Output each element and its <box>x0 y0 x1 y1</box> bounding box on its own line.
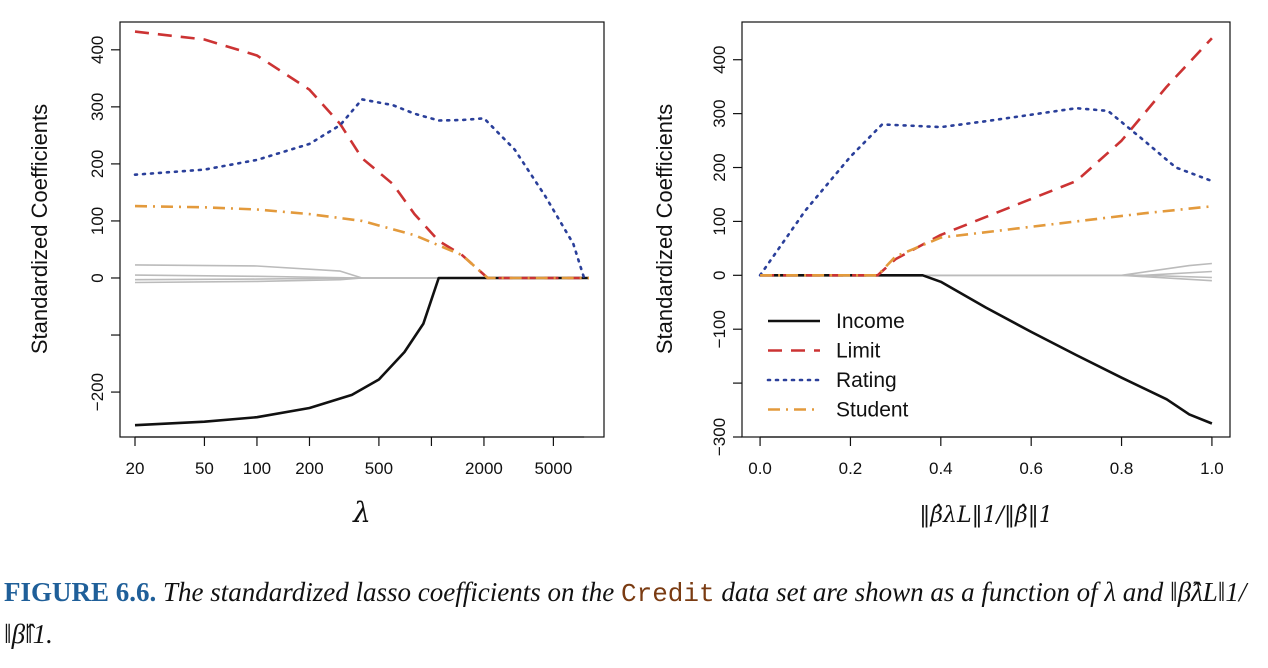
caption-text-start: The standardized lasso coefficients on t… <box>163 577 615 607</box>
right-y-tick-label: −300 <box>710 418 729 456</box>
legend: Income Limit Rating Student <box>766 310 909 422</box>
legend-label-limit: Limit <box>836 340 881 363</box>
left-plot-frame <box>119 21 605 438</box>
left-y-tick-label: 100 <box>88 207 107 235</box>
left-x-tick-label: 20 <box>126 459 145 478</box>
left-x-tick-label: 5000 <box>534 459 572 478</box>
caption-text-end: data set are shown as a function of λ an… <box>4 577 1247 649</box>
figure-canvas: 20 50 100 200 500 2000 5000 −2000100200300400 … <box>27 21 1231 529</box>
left-y-tick-label: −200 <box>88 373 107 411</box>
left-x-tick-label: 2000 <box>465 459 503 478</box>
left-y-tick-label: 400 <box>88 36 107 64</box>
left-x-tick-label: 100 <box>243 459 271 478</box>
right-plot-frame <box>741 21 1231 438</box>
right-series-limit <box>760 37 1213 277</box>
caption-label: FIGURE 6.6. <box>4 577 157 607</box>
right-y-axis: −300 −100 0 100 200 300 400 <box>710 46 742 456</box>
left-y-axis: −200 0 100 200 300 400 <box>88 36 120 411</box>
left-series-group <box>133 30 589 427</box>
left-panel: 20 50 100 200 500 2000 5000 −2000100200300400 … <box>27 21 605 529</box>
right-series-rating <box>758 106 1214 277</box>
left-x-axis-title: λ <box>352 496 371 529</box>
right-y-tick-label: 200 <box>710 153 729 181</box>
left-y-tick-label: 0 <box>88 273 107 282</box>
right-y-tick-label: −100 <box>710 310 729 348</box>
right-series-income <box>760 273 1213 425</box>
right-x-tick-label: 0.4 <box>929 459 953 478</box>
left-y-axis-title: Standardized Coefficients <box>27 104 52 354</box>
legend-label-rating: Rating <box>836 369 897 392</box>
legend-label-income: Income <box>836 310 905 333</box>
left-x-tick-label: 50 <box>195 459 214 478</box>
right-x-axis: 0.0 0.2 0.4 0.6 0.8 1.0 <box>748 436 1224 478</box>
left-x-axis: 20 50 100 200 500 2000 5000 <box>126 436 585 478</box>
left-x-tick-label: 500 <box>365 459 393 478</box>
right-x-tick-label: 0.6 <box>1019 459 1043 478</box>
left-y-tick-label: 300 <box>88 93 107 121</box>
right-x-tick-label: 0.2 <box>839 459 863 478</box>
right-y-tick-label: 400 <box>710 46 729 74</box>
right-y-tick-label: 300 <box>710 99 729 127</box>
left-series-income <box>134 276 589 427</box>
left-series-student <box>134 204 589 280</box>
legend-label-student: Student <box>836 399 909 422</box>
right-x-tick-label: 1.0 <box>1200 459 1224 478</box>
right-y-axis-title: Standardized Coefficients <box>652 104 677 354</box>
caption-dataset-name: Credit <box>620 579 715 609</box>
right-x-axis-title: ‖β̂λL‖1/‖β̂‖1 <box>919 503 1052 528</box>
left-series-rating <box>133 98 586 280</box>
right-series-other <box>760 262 1212 277</box>
right-y-tick-label: 0 <box>710 271 729 280</box>
right-y-tick-label: 100 <box>710 207 729 235</box>
right-panel: 0.0 0.2 0.4 0.6 0.8 1.0 −300 −100 0 100 200 300 400… <box>652 21 1231 528</box>
right-x-tick-label: 0.8 <box>1110 459 1134 478</box>
left-series-limit <box>134 30 589 280</box>
right-series-group <box>758 37 1214 425</box>
left-x-tick-label: 200 <box>295 459 323 478</box>
left-y-tick-label: 200 <box>88 150 107 178</box>
right-x-tick-label: 0.0 <box>748 459 772 478</box>
right-series-student <box>760 205 1213 277</box>
figure-caption: FIGURE 6.6. The standardized lasso coeff… <box>4 572 1262 654</box>
